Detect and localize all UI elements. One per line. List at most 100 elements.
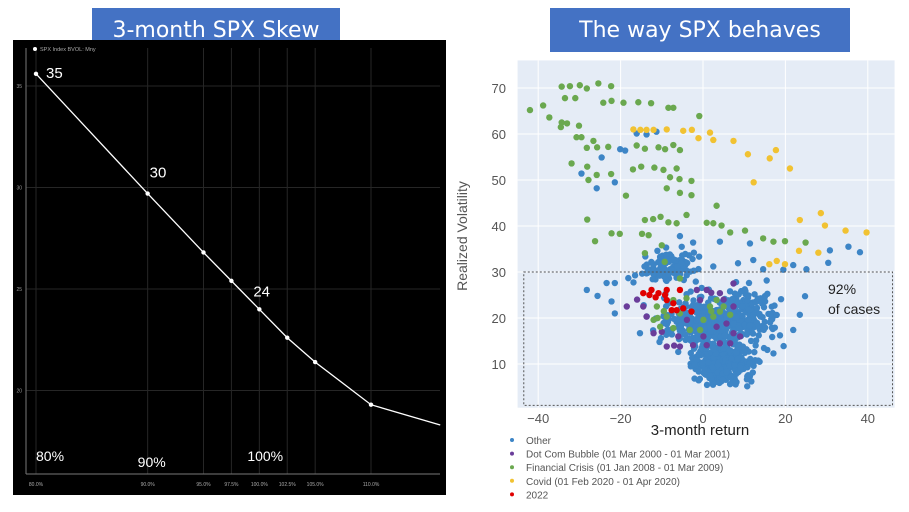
- scatter-point-other: [739, 316, 747, 323]
- scatter-point-other: [731, 353, 739, 361]
- scatter-point-other: [744, 362, 751, 370]
- scatter-point-financial: [673, 165, 680, 172]
- scatter-point-other: [760, 344, 768, 352]
- scatter-point-other: [695, 350, 703, 358]
- scatter-point-other: [697, 310, 705, 317]
- scatter-point-other: [677, 322, 684, 329]
- scatter-point-other: [721, 332, 728, 339]
- scatter-point-financial: [576, 82, 584, 89]
- scatter-point-other: [675, 299, 683, 306]
- scatter-point-other: [668, 267, 675, 274]
- scatter-point-other: [731, 356, 738, 363]
- scatter-point-other: [713, 363, 721, 370]
- scatter-point-other: [661, 318, 669, 326]
- scatter-point-other: [727, 307, 735, 314]
- scatter-point-other: [701, 317, 709, 324]
- scatter-point-other: [743, 330, 750, 337]
- scatter-point-other: [705, 333, 713, 340]
- scatter-point-other: [716, 349, 723, 356]
- scatter-point-other: [770, 350, 777, 357]
- scatter-point-other: [698, 284, 705, 292]
- scatter-point-other: [711, 360, 718, 367]
- scatter-point-other: [720, 302, 728, 309]
- x-tick-label: 40: [861, 411, 875, 426]
- scatter-point-other: [744, 373, 751, 380]
- scatter-point-other: [721, 365, 728, 373]
- scatter-point-other: [660, 273, 668, 280]
- scatter-point-other: [727, 373, 734, 381]
- scatter-point-other: [705, 314, 712, 321]
- scatter-point-financial: [656, 323, 664, 330]
- scatter-point-other: [721, 311, 729, 318]
- scatter-point-dot_com: [643, 313, 650, 320]
- scatter-point-other: [735, 356, 743, 364]
- scatter-point-other: [673, 274, 680, 281]
- scatter-point-other: [704, 368, 711, 375]
- scatter-point-other: [692, 278, 699, 285]
- scatter-point-financial: [650, 316, 657, 324]
- scatter-point-other: [698, 335, 706, 342]
- scatter-point-other: [723, 314, 731, 321]
- series-other: [578, 128, 864, 390]
- scatter-point-other: [738, 324, 745, 331]
- scatter-point-other: [711, 333, 718, 340]
- scatter-point-other: [708, 316, 716, 323]
- scatter-point-other: [664, 312, 672, 319]
- x-tick-label: 102.5%: [279, 482, 297, 488]
- scatter-point-other: [712, 350, 719, 357]
- scatter-point-other: [656, 270, 664, 277]
- scatter-point-y2022: [640, 289, 647, 297]
- scatter-point-other: [674, 260, 681, 268]
- scatter-point-other: [707, 362, 715, 370]
- scatter-point-other: [703, 317, 710, 324]
- scatter-point-other: [699, 359, 706, 366]
- scatter-point-covid: [766, 155, 773, 162]
- scatter-point-other: [697, 361, 705, 368]
- scatter-point-other: [675, 348, 682, 356]
- scatter-point-other: [704, 314, 711, 321]
- x-tick-label: 100.0%: [251, 482, 269, 488]
- scatter-point-other: [731, 314, 739, 322]
- scatter-point-other: [715, 306, 723, 313]
- series-financial: [526, 80, 809, 334]
- scatter-point-other: [735, 352, 742, 359]
- scatter-point-other: [703, 345, 710, 352]
- scatter-point-other: [669, 325, 676, 333]
- scatter-point-other: [682, 266, 690, 274]
- scatter-point-other: [759, 313, 766, 321]
- scatter-point-other: [692, 343, 699, 350]
- scatter-point-covid: [773, 257, 780, 265]
- scatter-point-other: [716, 368, 723, 375]
- scatter-point-other: [710, 362, 718, 369]
- y-tick-label: 50: [492, 173, 506, 188]
- scatter-point-other: [721, 339, 729, 346]
- annotation-box: [523, 271, 894, 406]
- scatter-point-other: [711, 309, 718, 317]
- scatter-point-other: [669, 269, 676, 276]
- scatter-point-other: [742, 290, 749, 298]
- scatter-point-other: [735, 368, 742, 375]
- scatter-point-financial: [641, 216, 649, 224]
- scatter-point-other: [727, 361, 734, 369]
- scatter-point-financial: [713, 296, 720, 304]
- chart-background: [13, 40, 446, 495]
- scatter-point-other: [703, 312, 710, 319]
- scatter-point-other: [611, 179, 619, 186]
- scatter-point-other: [801, 293, 809, 300]
- scatter-point-other: [706, 359, 713, 366]
- scatter-point-other: [721, 357, 729, 365]
- scatter-point-financial: [607, 170, 615, 178]
- scatter-point-other: [732, 295, 740, 302]
- scatter-point-other: [721, 343, 729, 351]
- scatter-point-other: [744, 320, 751, 328]
- scatter-point-other: [709, 308, 717, 315]
- scatter-point-other: [644, 267, 651, 274]
- scatter-point-other: [720, 364, 727, 371]
- scatter-point-other: [736, 353, 743, 361]
- scatter-point-other: [723, 343, 731, 351]
- scatter-point-other: [714, 356, 721, 364]
- scatter-point-other: [689, 334, 697, 342]
- scatter-point-other: [661, 267, 669, 274]
- scatter-point-financial: [708, 307, 715, 315]
- scatter-point-other: [696, 303, 704, 310]
